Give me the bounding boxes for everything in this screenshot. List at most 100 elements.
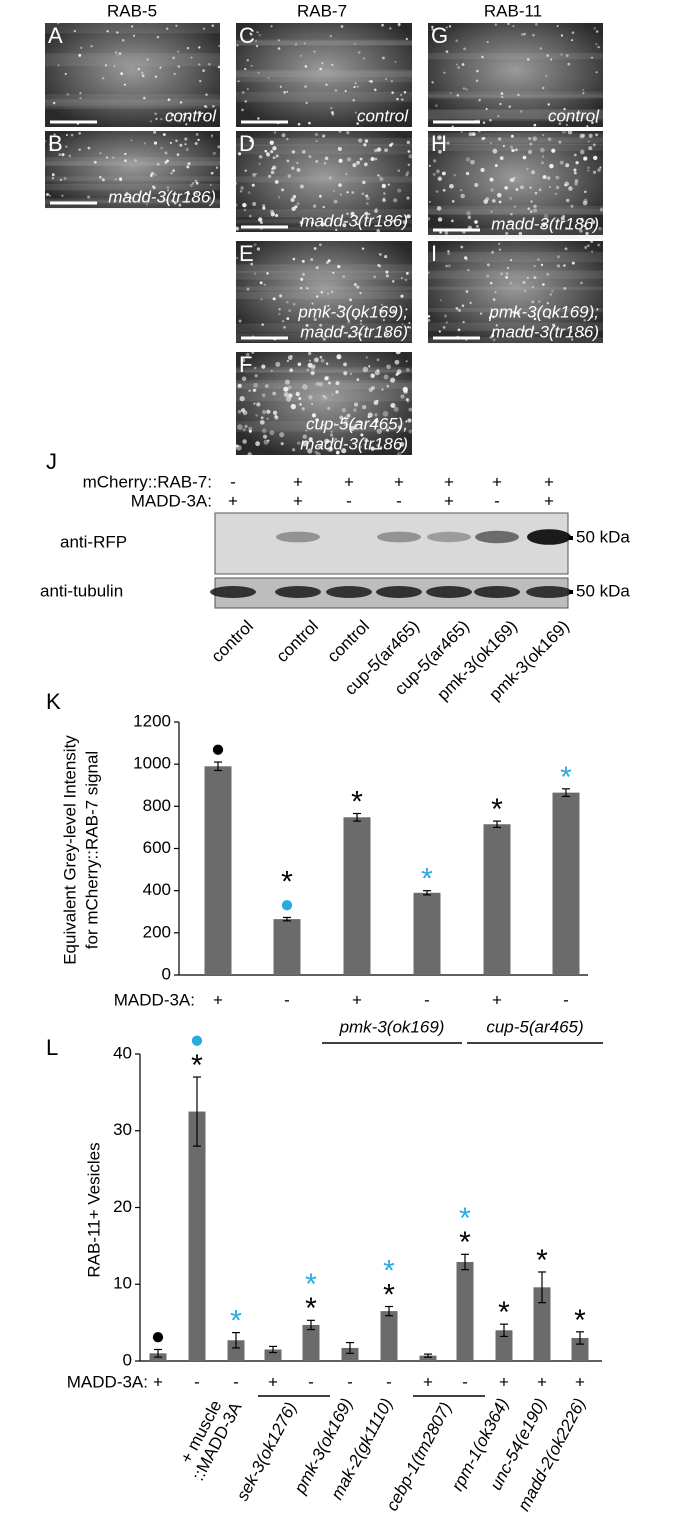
speckle bbox=[505, 231, 509, 235]
speckle bbox=[401, 98, 404, 101]
speckle bbox=[386, 384, 390, 388]
speckle bbox=[265, 384, 269, 388]
speckle bbox=[522, 155, 527, 160]
speckle bbox=[374, 157, 378, 161]
speckle bbox=[531, 327, 535, 331]
speckle bbox=[155, 117, 158, 120]
speckle bbox=[51, 177, 55, 180]
significance-marker: ● bbox=[280, 891, 295, 918]
speckle bbox=[527, 207, 530, 210]
speckle bbox=[284, 379, 290, 385]
speckle bbox=[307, 351, 312, 356]
band bbox=[474, 586, 520, 598]
speckle bbox=[445, 50, 449, 53]
speckle bbox=[187, 192, 190, 196]
speckle bbox=[523, 289, 526, 292]
speckle bbox=[175, 139, 178, 143]
speckle bbox=[401, 323, 404, 326]
panel-letter: I bbox=[431, 241, 437, 266]
panel-label: madd-3(tr186) bbox=[300, 211, 408, 230]
speckle bbox=[365, 194, 369, 198]
y-tick-label: 800 bbox=[143, 796, 171, 815]
speckle bbox=[236, 44, 239, 47]
bar bbox=[419, 1355, 437, 1361]
speckle bbox=[556, 24, 559, 28]
speckle bbox=[550, 58, 553, 61]
speckle bbox=[339, 193, 342, 196]
speckle bbox=[314, 132, 319, 137]
speckle bbox=[286, 317, 290, 321]
speckle bbox=[277, 39, 281, 42]
speckle bbox=[390, 404, 394, 408]
x-tick-label: + bbox=[213, 990, 223, 1009]
speckle bbox=[165, 199, 168, 202]
speckle bbox=[390, 377, 396, 383]
significance-marker: * bbox=[383, 1254, 395, 1287]
speckle bbox=[185, 123, 188, 126]
speckle bbox=[447, 252, 451, 255]
row-sign: + bbox=[293, 491, 303, 510]
speckle bbox=[546, 176, 551, 180]
speckle bbox=[517, 93, 520, 97]
speckle bbox=[383, 192, 386, 195]
muscle-band bbox=[236, 380, 412, 390]
x-axis-label: MADD-3A: bbox=[114, 990, 195, 1009]
error-bar bbox=[423, 890, 431, 896]
speckle bbox=[272, 156, 276, 160]
speckle bbox=[461, 63, 465, 66]
speckle bbox=[116, 31, 119, 34]
speckle bbox=[251, 183, 255, 187]
speckle bbox=[393, 406, 399, 412]
panel-label: pmk-3(ok169); bbox=[488, 302, 599, 321]
speckle bbox=[61, 153, 65, 157]
speckle bbox=[532, 136, 537, 141]
speckle bbox=[195, 181, 199, 185]
speckle bbox=[457, 66, 460, 69]
speckle bbox=[488, 316, 492, 319]
speckle bbox=[244, 424, 248, 429]
speckle bbox=[118, 52, 122, 56]
muscle-band bbox=[236, 40, 412, 46]
speckle bbox=[561, 128, 567, 134]
band bbox=[210, 586, 256, 598]
speckle bbox=[427, 315, 431, 318]
speckle bbox=[428, 200, 431, 203]
band bbox=[427, 531, 471, 543]
speckle bbox=[166, 186, 170, 189]
speckle bbox=[585, 231, 589, 236]
muscle-band bbox=[236, 176, 412, 183]
speckle bbox=[330, 290, 334, 293]
speckle bbox=[568, 186, 573, 191]
speckle bbox=[373, 275, 376, 279]
speckle bbox=[364, 162, 368, 167]
speckle bbox=[291, 150, 296, 154]
row-sign: + bbox=[544, 472, 554, 491]
speckle bbox=[339, 415, 344, 420]
y-tick-label: 40 bbox=[113, 1043, 132, 1062]
speckle bbox=[354, 317, 358, 320]
speckle bbox=[330, 430, 333, 433]
speckle bbox=[322, 394, 325, 398]
speckle bbox=[78, 54, 82, 57]
speckle bbox=[299, 403, 302, 406]
speckle bbox=[321, 222, 326, 226]
speckle bbox=[269, 140, 274, 145]
significance-marker: * bbox=[459, 1226, 471, 1259]
speckle bbox=[522, 280, 526, 284]
speckle bbox=[68, 154, 72, 158]
row-sign: - bbox=[230, 472, 236, 491]
speckle bbox=[246, 287, 250, 291]
image-background bbox=[428, 241, 603, 343]
speckle bbox=[202, 69, 205, 72]
speckle bbox=[322, 135, 325, 138]
speckle bbox=[498, 242, 501, 245]
speckle bbox=[464, 256, 468, 260]
speckle bbox=[273, 131, 277, 134]
speckle bbox=[442, 325, 446, 329]
speckle bbox=[579, 149, 585, 155]
muscle-band bbox=[236, 69, 412, 77]
speckle bbox=[308, 395, 313, 400]
significance-marker: * bbox=[305, 1292, 317, 1325]
speckle bbox=[376, 368, 380, 372]
